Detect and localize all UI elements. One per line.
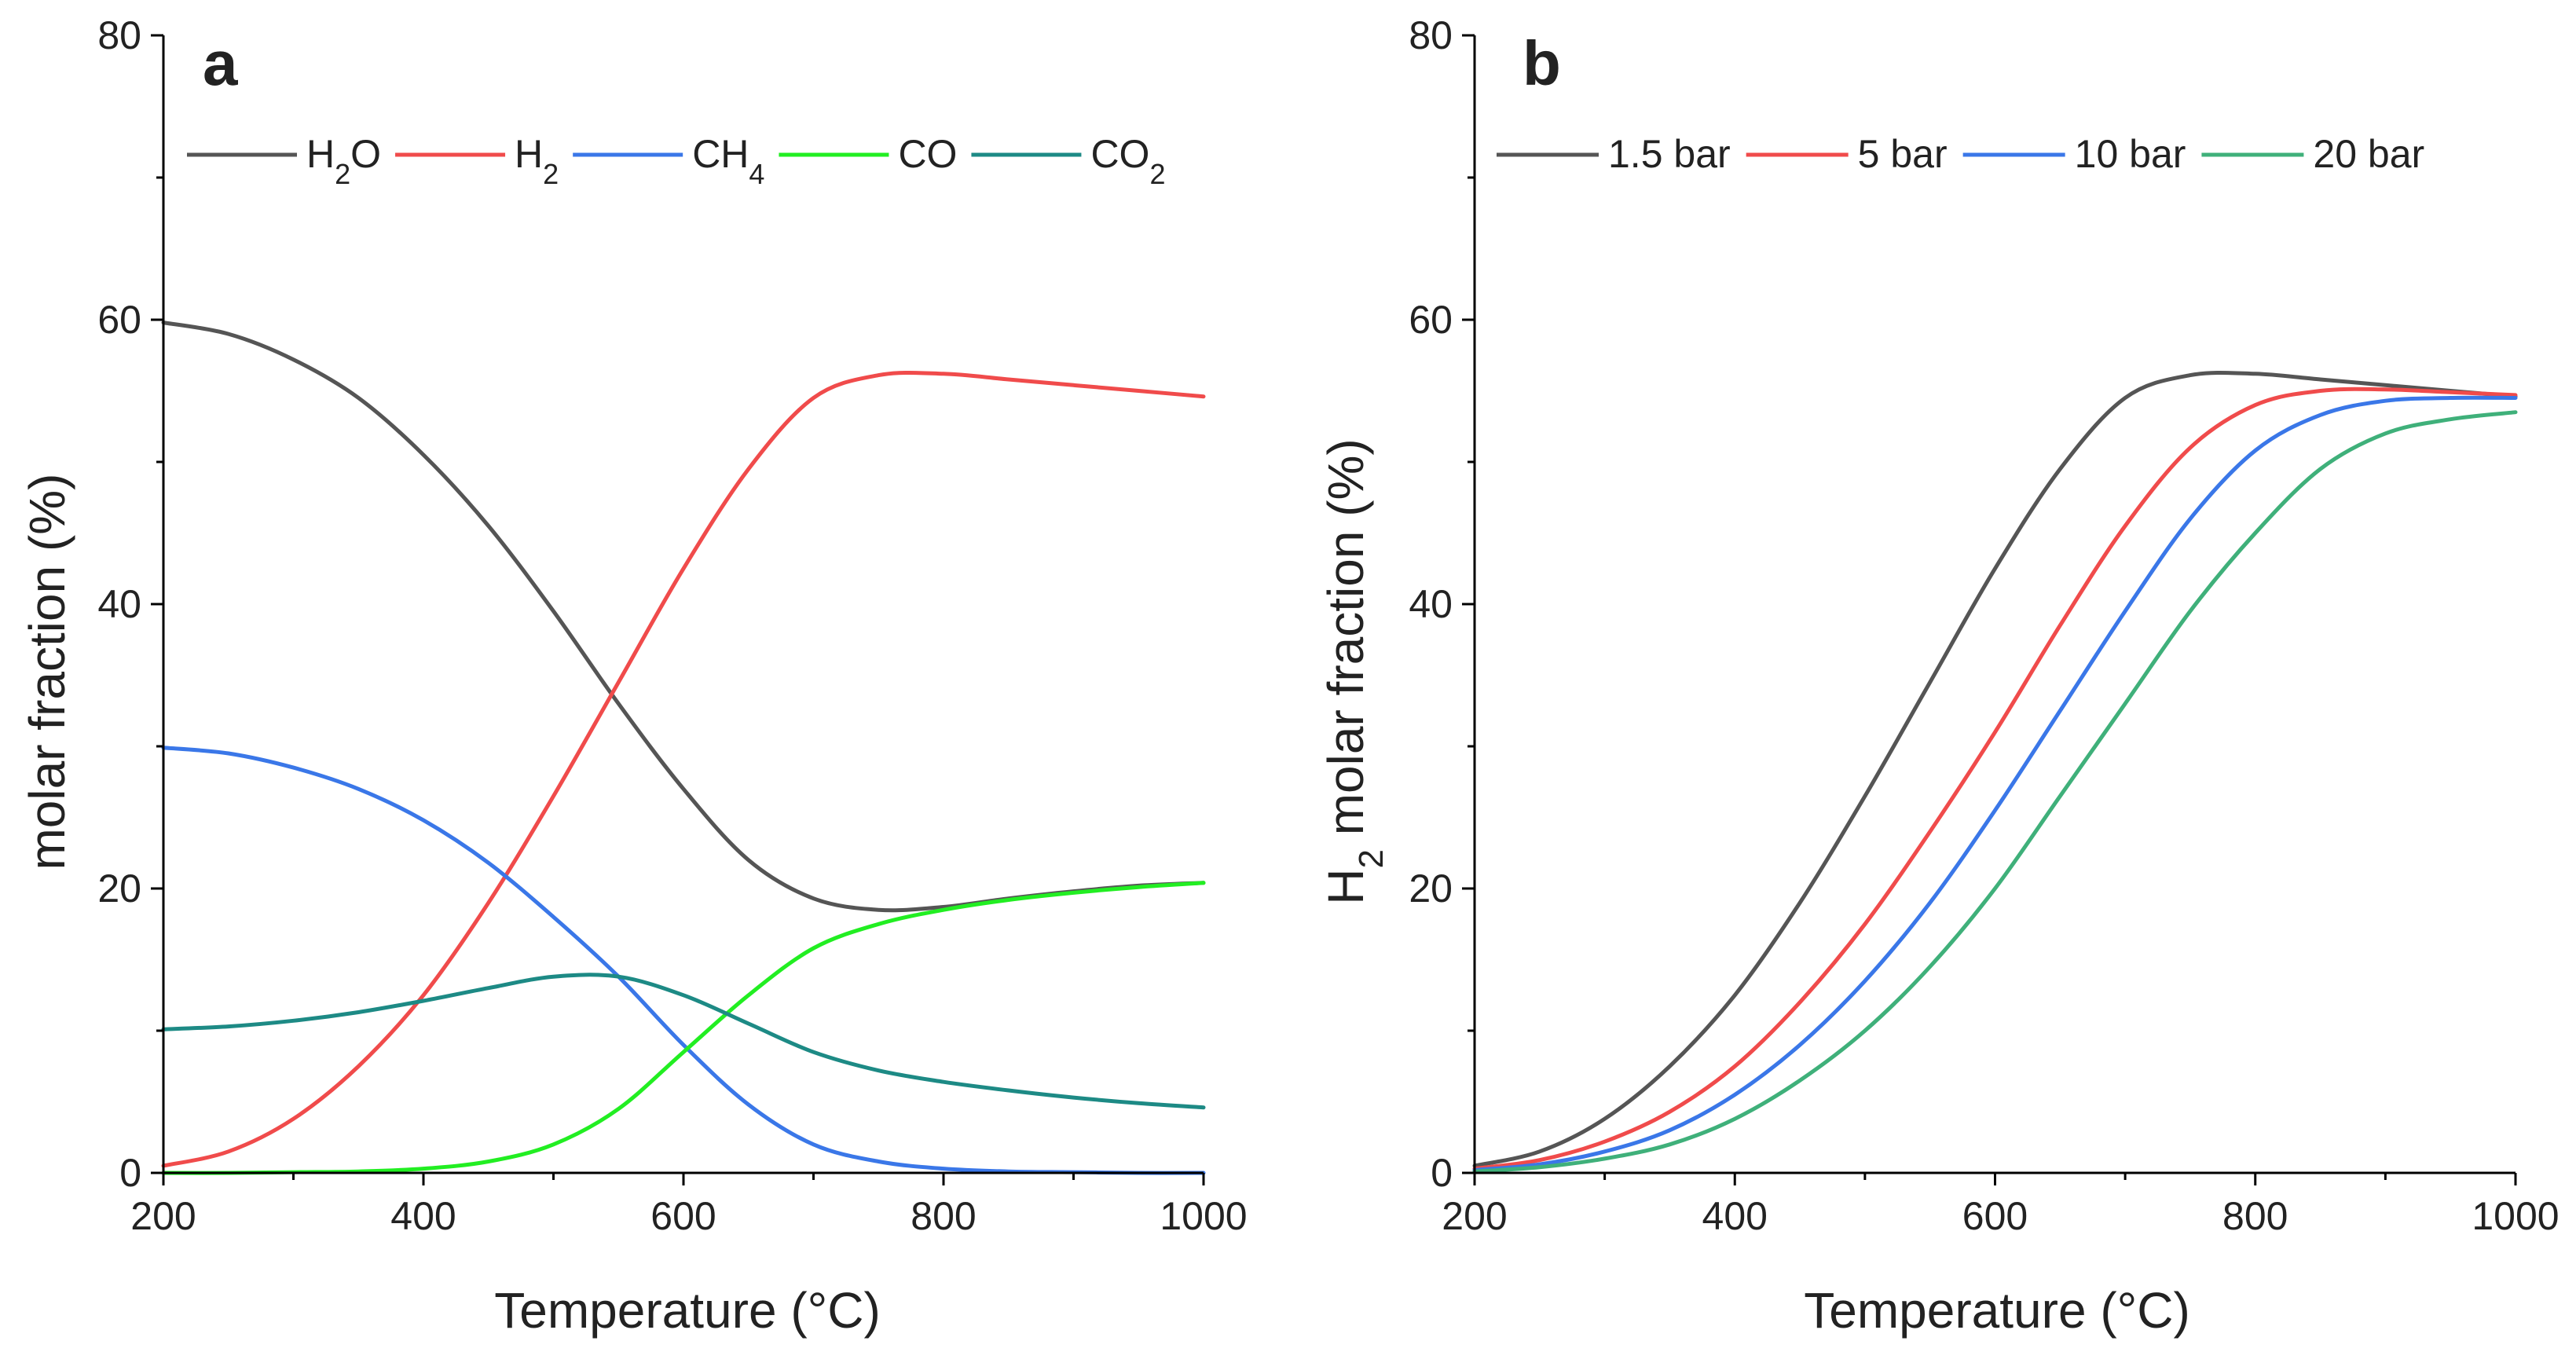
panel-a-x-axis-title: Temperature (°C) <box>494 1282 881 1339</box>
panel-b-x-tick-label: 400 <box>1702 1194 1768 1238</box>
panel-a-x-tick-label: 600 <box>650 1194 716 1238</box>
panel-b-letter: b <box>1523 28 1561 98</box>
panel-b-legend-label: 20 bar <box>2313 132 2424 176</box>
panel-b-y-tick-label: 40 <box>1409 582 1453 626</box>
panel-b-x-tick-label: 1000 <box>2472 1194 2559 1238</box>
panel-a-y-tick-label: 80 <box>97 13 141 57</box>
panel-a-legend-label: H2 <box>515 132 559 190</box>
panel-b-legend-item-10-bar: 10 bar <box>1962 132 2186 176</box>
panel-b-y-tick-label: 0 <box>1431 1151 1453 1195</box>
panel-b-x-axis-title: Temperature (°C) <box>1804 1282 2190 1339</box>
panel-a-letter: a <box>203 28 238 98</box>
panel-a-y-tick-label: 20 <box>97 867 141 910</box>
panel-b-y-tick-label: 60 <box>1409 298 1453 342</box>
panel-b-x-tick-label: 800 <box>2222 1194 2288 1238</box>
panel-a-legend-item-co2: CO2 <box>971 132 1165 190</box>
panel-a-x-tick-label: 800 <box>911 1194 976 1238</box>
panel-a-series-h2o <box>161 321 1206 913</box>
panel-a-x-tick-label: 400 <box>390 1194 456 1238</box>
panel-a-y-tick-label: 0 <box>119 1151 141 1195</box>
panel-b-x-tick-label: 600 <box>1962 1194 2028 1238</box>
panel-a-series-co2 <box>161 973 1206 1110</box>
panel-a-legend: H2O H2 CH4 CO CO2 <box>187 132 1165 190</box>
panel-b-series-1.5-bar <box>1472 370 2518 1168</box>
panel-a-y-axis-title: molar fraction (%) <box>19 474 75 870</box>
panel-b-y-axis-title: H2 molar fraction (%) <box>1317 438 1391 904</box>
panel-a-legend-item-h2: H2 <box>395 132 559 190</box>
panel-b-legend-label: 10 bar <box>2075 132 2186 176</box>
panel-a-legend-item-h2o: H2O <box>187 132 381 190</box>
panel-a-legend-label: H2O <box>306 132 381 190</box>
panel-b-y-tick-label: 20 <box>1409 867 1453 910</box>
panel-a-series-ch4 <box>161 746 1206 1175</box>
panel-b-series-20-bar <box>1472 410 2518 1174</box>
panel-b-legend-item-5-bar: 5 bar <box>1746 132 1948 176</box>
panel-b-legend-item-20-bar: 20 bar <box>2201 132 2424 176</box>
panel-b-x-tick-label: 200 <box>1442 1194 1507 1238</box>
panel-a-x-tick-label: 1000 <box>1160 1194 1247 1238</box>
panel-b-legend-item-1.5-bar: 1.5 bar <box>1497 132 1731 176</box>
panel-b-y-axis-title-sub: 2 <box>1352 849 1391 868</box>
panel-b-legend-label: 5 bar <box>1858 132 1948 176</box>
panel-a-legend-label: CO2 <box>1090 132 1165 190</box>
panel-b-series-5-bar <box>1472 387 2518 1171</box>
panel-b-legend-label: 1.5 bar <box>1608 132 1731 176</box>
panel-a-y-tick-label: 60 <box>97 298 141 342</box>
panel-a: a 200 400 600 800 1000 0 20 40 60 80 H2O H2 CH4 CO CO… <box>19 13 1248 1339</box>
panel-a-legend-item-co: CO <box>779 132 957 176</box>
panel-b-legend: 1.5 bar 5 bar 10 bar 20 bar <box>1497 132 2424 176</box>
panel-b-series-10-bar <box>1472 395 2518 1172</box>
panel-b: b 200 400 600 800 1000 0 20 40 60 80 1.5 bar 5 bar… <box>1317 13 2560 1339</box>
panel-a-x-tick-label: 200 <box>130 1194 196 1238</box>
panel-b-y-tick-label: 80 <box>1409 13 1453 57</box>
panel-a-series-h2 <box>161 370 1206 1168</box>
panel-a-series-co <box>161 881 1206 1175</box>
panel-a-y-tick-label: 40 <box>97 582 141 626</box>
panel-a-legend-label: CH4 <box>692 132 764 190</box>
panel-a-legend-item-ch4: CH4 <box>573 132 764 190</box>
panel-a-legend-label: CO <box>898 132 957 176</box>
panel-b-y-axis-title-tail: molar fraction (%) <box>1317 438 1374 849</box>
panel-b-y-axis-title-main: H <box>1317 869 1374 905</box>
